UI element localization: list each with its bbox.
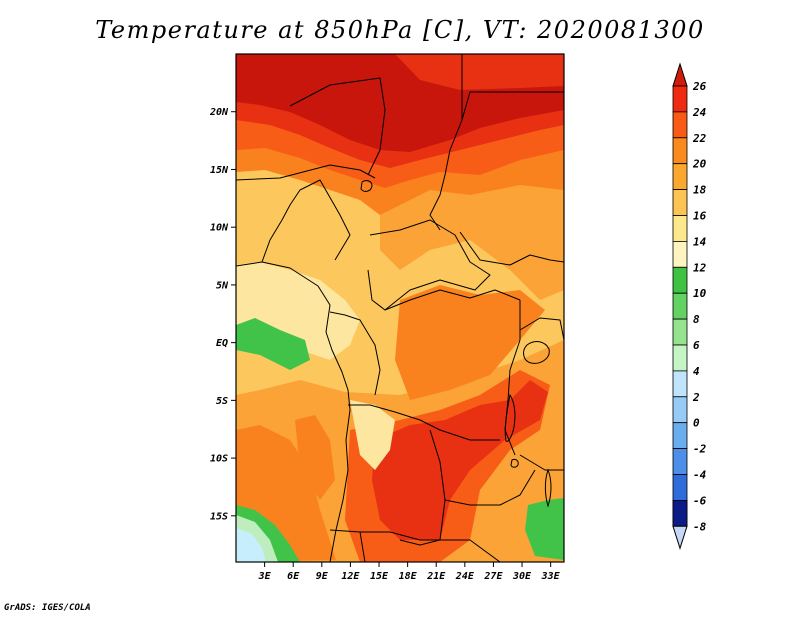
- colorbar-segment: [672, 85, 688, 113]
- colorbar-label: 24: [692, 106, 707, 119]
- lon-tick-label: 33E: [541, 571, 561, 582]
- border-niger-chad: [236, 164, 376, 181]
- colorbar-top-arrow: [672, 62, 688, 87]
- lat-tick-label: 15S: [210, 511, 228, 522]
- colorbar-segment: [672, 448, 688, 475]
- lat-tick-label: 15N: [210, 165, 229, 176]
- lake-malawi: [544, 468, 552, 508]
- blob-14-drc: [350, 400, 395, 470]
- colorbar-segment: [672, 266, 688, 294]
- colorbar-label: 18: [693, 184, 707, 197]
- blob-12-gabon: [236, 318, 310, 370]
- border-namibia: [359, 531, 366, 562]
- colorbar-segment: [672, 318, 688, 346]
- colorbar-label: 16: [693, 210, 707, 223]
- colorbar-segment: [672, 163, 688, 190]
- core-26-north: [236, 54, 564, 152]
- lon-tick-label: 27E: [483, 571, 503, 582]
- colorbar-label: 14: [693, 235, 707, 248]
- blob-24-south: [372, 380, 548, 540]
- border-zambia: [444, 469, 536, 506]
- colorbar-segment: [672, 422, 688, 450]
- colorbar-label: -6: [693, 494, 707, 507]
- lake-tanganyika: [504, 393, 516, 442]
- border-botswana: [440, 539, 501, 562]
- lon-tick-label: 24E: [455, 571, 475, 582]
- border-angola-east: [399, 429, 446, 546]
- border-angola-north: [348, 404, 500, 441]
- border-uganda: [519, 317, 564, 341]
- lon-tick-label: 6E: [287, 571, 300, 582]
- lon-tick-label: 3E: [258, 571, 272, 582]
- lat-tick-label: EQ: [216, 338, 228, 349]
- border-egypt-sudan: [461, 54, 564, 121]
- temperature-field: [236, 54, 564, 562]
- border-tanzania: [519, 454, 564, 471]
- lake-victoria: [523, 341, 550, 364]
- lat-tick-label: 10N: [210, 223, 229, 234]
- lon-tick-label: 9E: [316, 571, 329, 582]
- lon-tick-label: 30E: [512, 571, 532, 582]
- colorbar-label: 2: [692, 391, 700, 404]
- colorbar-label: 10: [693, 287, 707, 300]
- lat-tick-label: 5S: [216, 396, 228, 407]
- colorbar-label: -2: [693, 443, 707, 456]
- lat-tick-label: 20N: [209, 107, 229, 118]
- lon-tick-label: 21E: [426, 571, 446, 582]
- border-chad-sudan: [429, 119, 463, 231]
- colorbar-segment: [672, 344, 688, 372]
- blob-20-angola-west: [295, 415, 335, 500]
- lat-tick-label: 10S: [210, 454, 228, 465]
- colorbar-segment: [672, 370, 688, 398]
- colorbar-label: 20: [692, 158, 707, 171]
- border-drc-east: [504, 300, 521, 456]
- colorbar-segment: [672, 240, 688, 268]
- coastline: [236, 261, 351, 562]
- colorbar-label: 6: [693, 339, 700, 352]
- lake-chad: [360, 180, 373, 192]
- colorbar-label: 12: [693, 261, 707, 274]
- colorbar-bottom-arrow: [672, 525, 688, 550]
- blob-12-east: [525, 498, 564, 560]
- border-angola-south: [329, 529, 440, 541]
- blob-20-central: [395, 285, 545, 400]
- credit-label: GrADS: IGES/COLA: [4, 603, 91, 613]
- lake-mweru: [510, 458, 519, 468]
- map-frame: [235, 53, 565, 563]
- colorbar-segment: [672, 396, 688, 424]
- colorbar-segment: [672, 292, 688, 320]
- lon-tick-label: 12E: [341, 571, 360, 582]
- border-congo: [329, 311, 381, 396]
- colorbar-label: -4: [693, 469, 707, 482]
- colorbar-segment: [672, 137, 688, 165]
- border-libya-chad: [289, 77, 386, 176]
- colorbar-segment: [672, 474, 688, 501]
- colorbar-segment: [672, 111, 688, 139]
- lat-tick-label: 5N: [216, 280, 229, 291]
- colorbar-label: 4: [693, 365, 700, 378]
- border-car: [367, 219, 491, 311]
- border-sudan-ssudan: [459, 231, 564, 266]
- blob-14-coast: [236, 262, 360, 360]
- band-18-east: [380, 160, 564, 300]
- border-drc-north: [384, 289, 521, 311]
- lon-tick-label: 15E: [370, 571, 389, 582]
- map-axes: 20N 15N 10N 5N EQ 5S 10S 15S 3E 6E 9E 12E 15E 18E 21E 2…: [209, 107, 561, 582]
- colorbar-label: 0: [693, 417, 700, 430]
- country-borders: [236, 54, 564, 562]
- map-title: Temperature at 850hPa [C], VT: 202008130…: [95, 16, 705, 44]
- border-nigeria-cameroon: [261, 179, 351, 263]
- colorbar-segment: [672, 215, 688, 242]
- colorbar-label: 26: [692, 80, 707, 93]
- colorbar-label: 22: [692, 132, 707, 145]
- colorbar-label: 8: [693, 313, 700, 326]
- blob-6-southwest: [236, 528, 266, 562]
- lon-tick-label: 18E: [399, 571, 418, 582]
- colorbar-segment: [672, 499, 688, 527]
- colorbar-label: -8: [693, 520, 707, 533]
- colorbar-segment: [672, 189, 688, 216]
